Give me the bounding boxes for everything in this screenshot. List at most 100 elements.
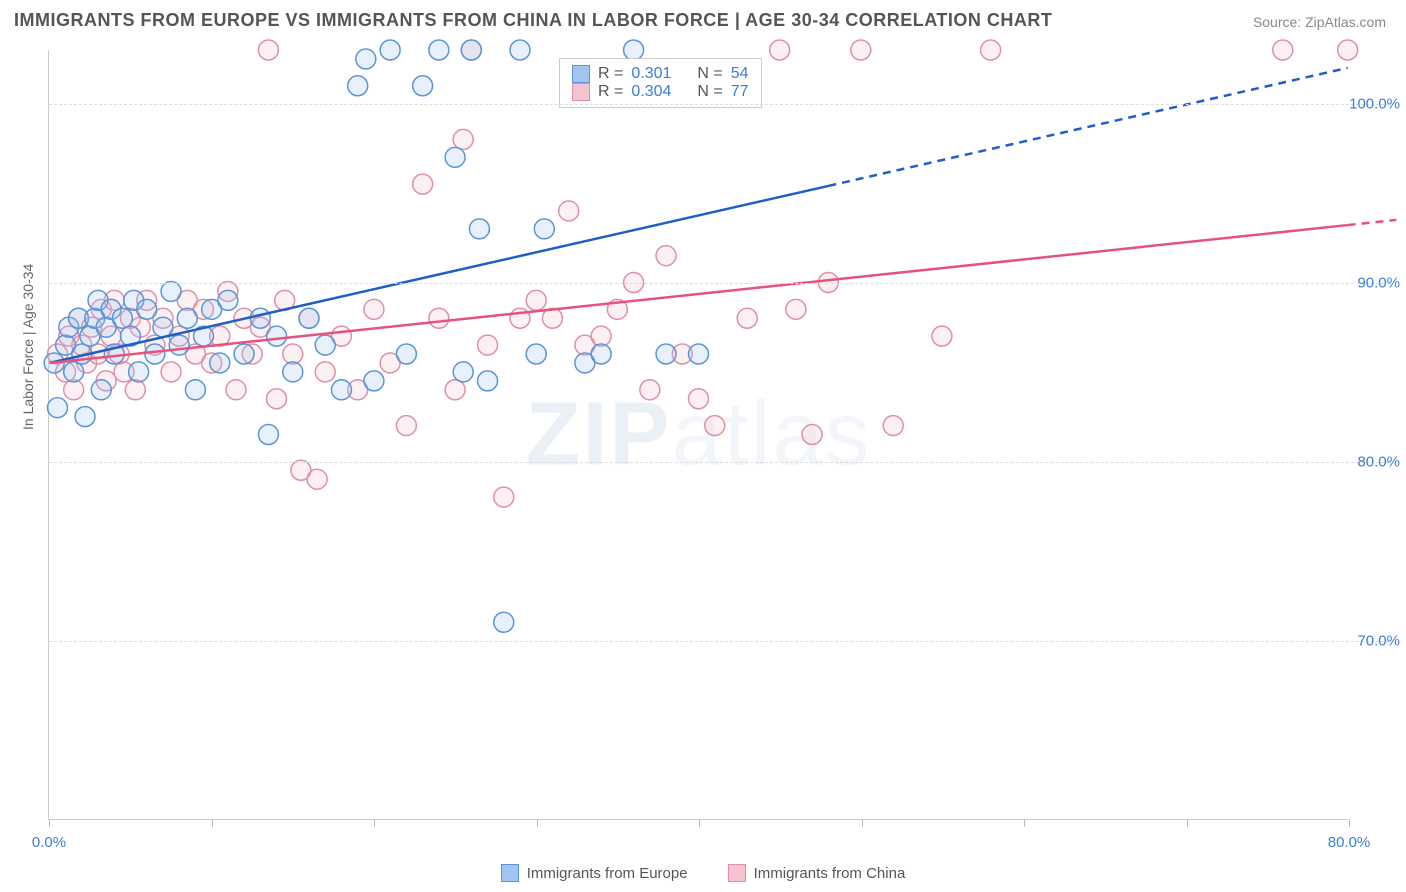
swatch-europe	[572, 65, 590, 83]
data-point-europe	[145, 344, 165, 364]
data-point-china	[64, 380, 84, 400]
chart-container: IMMIGRANTS FROM EUROPE VS IMMIGRANTS FRO…	[0, 0, 1406, 892]
data-point-china	[413, 174, 433, 194]
data-point-china	[559, 201, 579, 221]
plot-svg	[49, 50, 1348, 819]
data-point-europe	[137, 299, 157, 319]
swatch-china-icon	[728, 864, 746, 882]
xtick	[1349, 819, 1350, 827]
data-point-europe	[250, 308, 270, 328]
data-point-china	[770, 40, 790, 60]
data-point-europe	[591, 344, 611, 364]
xtick	[699, 819, 700, 827]
xtick	[374, 819, 375, 827]
n-value-china: 77	[731, 83, 749, 101]
data-point-europe	[494, 612, 514, 632]
data-point-europe	[177, 308, 197, 328]
data-point-europe	[689, 344, 709, 364]
data-point-europe	[380, 40, 400, 60]
ytick-label: 90.0%	[1357, 274, 1400, 291]
data-point-europe	[283, 362, 303, 382]
xtick	[1024, 819, 1025, 827]
data-point-europe	[356, 49, 376, 69]
data-point-europe	[534, 219, 554, 239]
xtick-label: 80.0%	[1328, 834, 1371, 851]
data-point-china	[445, 380, 465, 400]
data-point-china	[226, 380, 246, 400]
xtick	[537, 819, 538, 827]
ytick-label: 80.0%	[1357, 453, 1400, 470]
xtick	[49, 819, 50, 827]
r-value-europe: 0.301	[631, 65, 671, 83]
data-point-china	[494, 487, 514, 507]
trendline-china	[49, 225, 1347, 363]
data-point-china	[161, 362, 181, 382]
correlation-legend: R = 0.301 N = 54 R = 0.304 N = 77	[559, 58, 762, 108]
legend-row-china: R = 0.304 N = 77	[572, 83, 749, 101]
data-point-europe	[469, 219, 489, 239]
data-point-china	[689, 389, 709, 409]
data-point-china	[705, 416, 725, 436]
data-point-china	[267, 389, 287, 409]
data-point-china	[640, 380, 660, 400]
data-point-china	[283, 344, 303, 364]
xtick	[1187, 819, 1188, 827]
data-point-europe	[315, 335, 335, 355]
gridline	[49, 462, 1389, 463]
data-point-europe	[161, 281, 181, 301]
data-point-china	[737, 308, 757, 328]
chart-title: IMMIGRANTS FROM EUROPE VS IMMIGRANTS FRO…	[14, 10, 1052, 31]
data-point-china	[883, 416, 903, 436]
data-point-china	[591, 326, 611, 346]
data-point-europe	[153, 317, 173, 337]
data-point-china	[802, 425, 822, 445]
data-point-china	[786, 299, 806, 319]
data-point-europe	[64, 362, 84, 382]
data-point-europe	[112, 308, 132, 328]
data-point-europe	[478, 371, 498, 391]
data-point-china	[1338, 40, 1358, 60]
data-point-china	[453, 129, 473, 149]
data-point-europe	[624, 40, 644, 60]
legend-entry-china: Immigrants from China	[728, 864, 906, 882]
y-axis-label: In Labor Force | Age 30-34	[20, 264, 36, 430]
trendline-europe	[49, 186, 828, 363]
data-point-europe	[91, 380, 111, 400]
data-point-europe	[169, 335, 189, 355]
ytick-label: 70.0%	[1357, 632, 1400, 649]
data-point-europe	[185, 380, 205, 400]
n-value-europe: 54	[731, 65, 749, 83]
data-point-china	[258, 40, 278, 60]
xtick-label: 0.0%	[32, 834, 66, 851]
data-point-europe	[656, 344, 676, 364]
data-point-europe	[510, 40, 530, 60]
data-point-europe	[331, 380, 351, 400]
gridline	[49, 104, 1389, 105]
legend-row-europe: R = 0.301 N = 54	[572, 65, 749, 83]
data-point-europe	[445, 147, 465, 167]
legend-label-china: Immigrants from China	[754, 865, 906, 882]
legend-entry-europe: Immigrants from Europe	[501, 864, 688, 882]
data-point-europe	[258, 425, 278, 445]
data-point-europe	[364, 371, 384, 391]
data-point-china	[478, 335, 498, 355]
data-point-china	[125, 380, 145, 400]
legend-label-europe: Immigrants from Europe	[527, 865, 688, 882]
swatch-europe-icon	[501, 864, 519, 882]
source-attribution: Source: ZipAtlas.com	[1253, 14, 1386, 30]
data-point-china	[851, 40, 871, 60]
data-point-europe	[348, 76, 368, 96]
swatch-china	[572, 83, 590, 101]
data-point-europe	[396, 344, 416, 364]
data-point-europe	[299, 308, 319, 328]
n-prefix: N =	[697, 65, 722, 83]
data-point-china	[981, 40, 1001, 60]
n-prefix: N =	[697, 83, 722, 101]
data-point-china	[307, 469, 327, 489]
data-point-china	[1273, 40, 1293, 60]
xtick	[862, 819, 863, 827]
data-point-china	[932, 326, 952, 346]
data-point-europe	[413, 76, 433, 96]
data-point-china	[315, 362, 335, 382]
data-point-europe	[453, 362, 473, 382]
